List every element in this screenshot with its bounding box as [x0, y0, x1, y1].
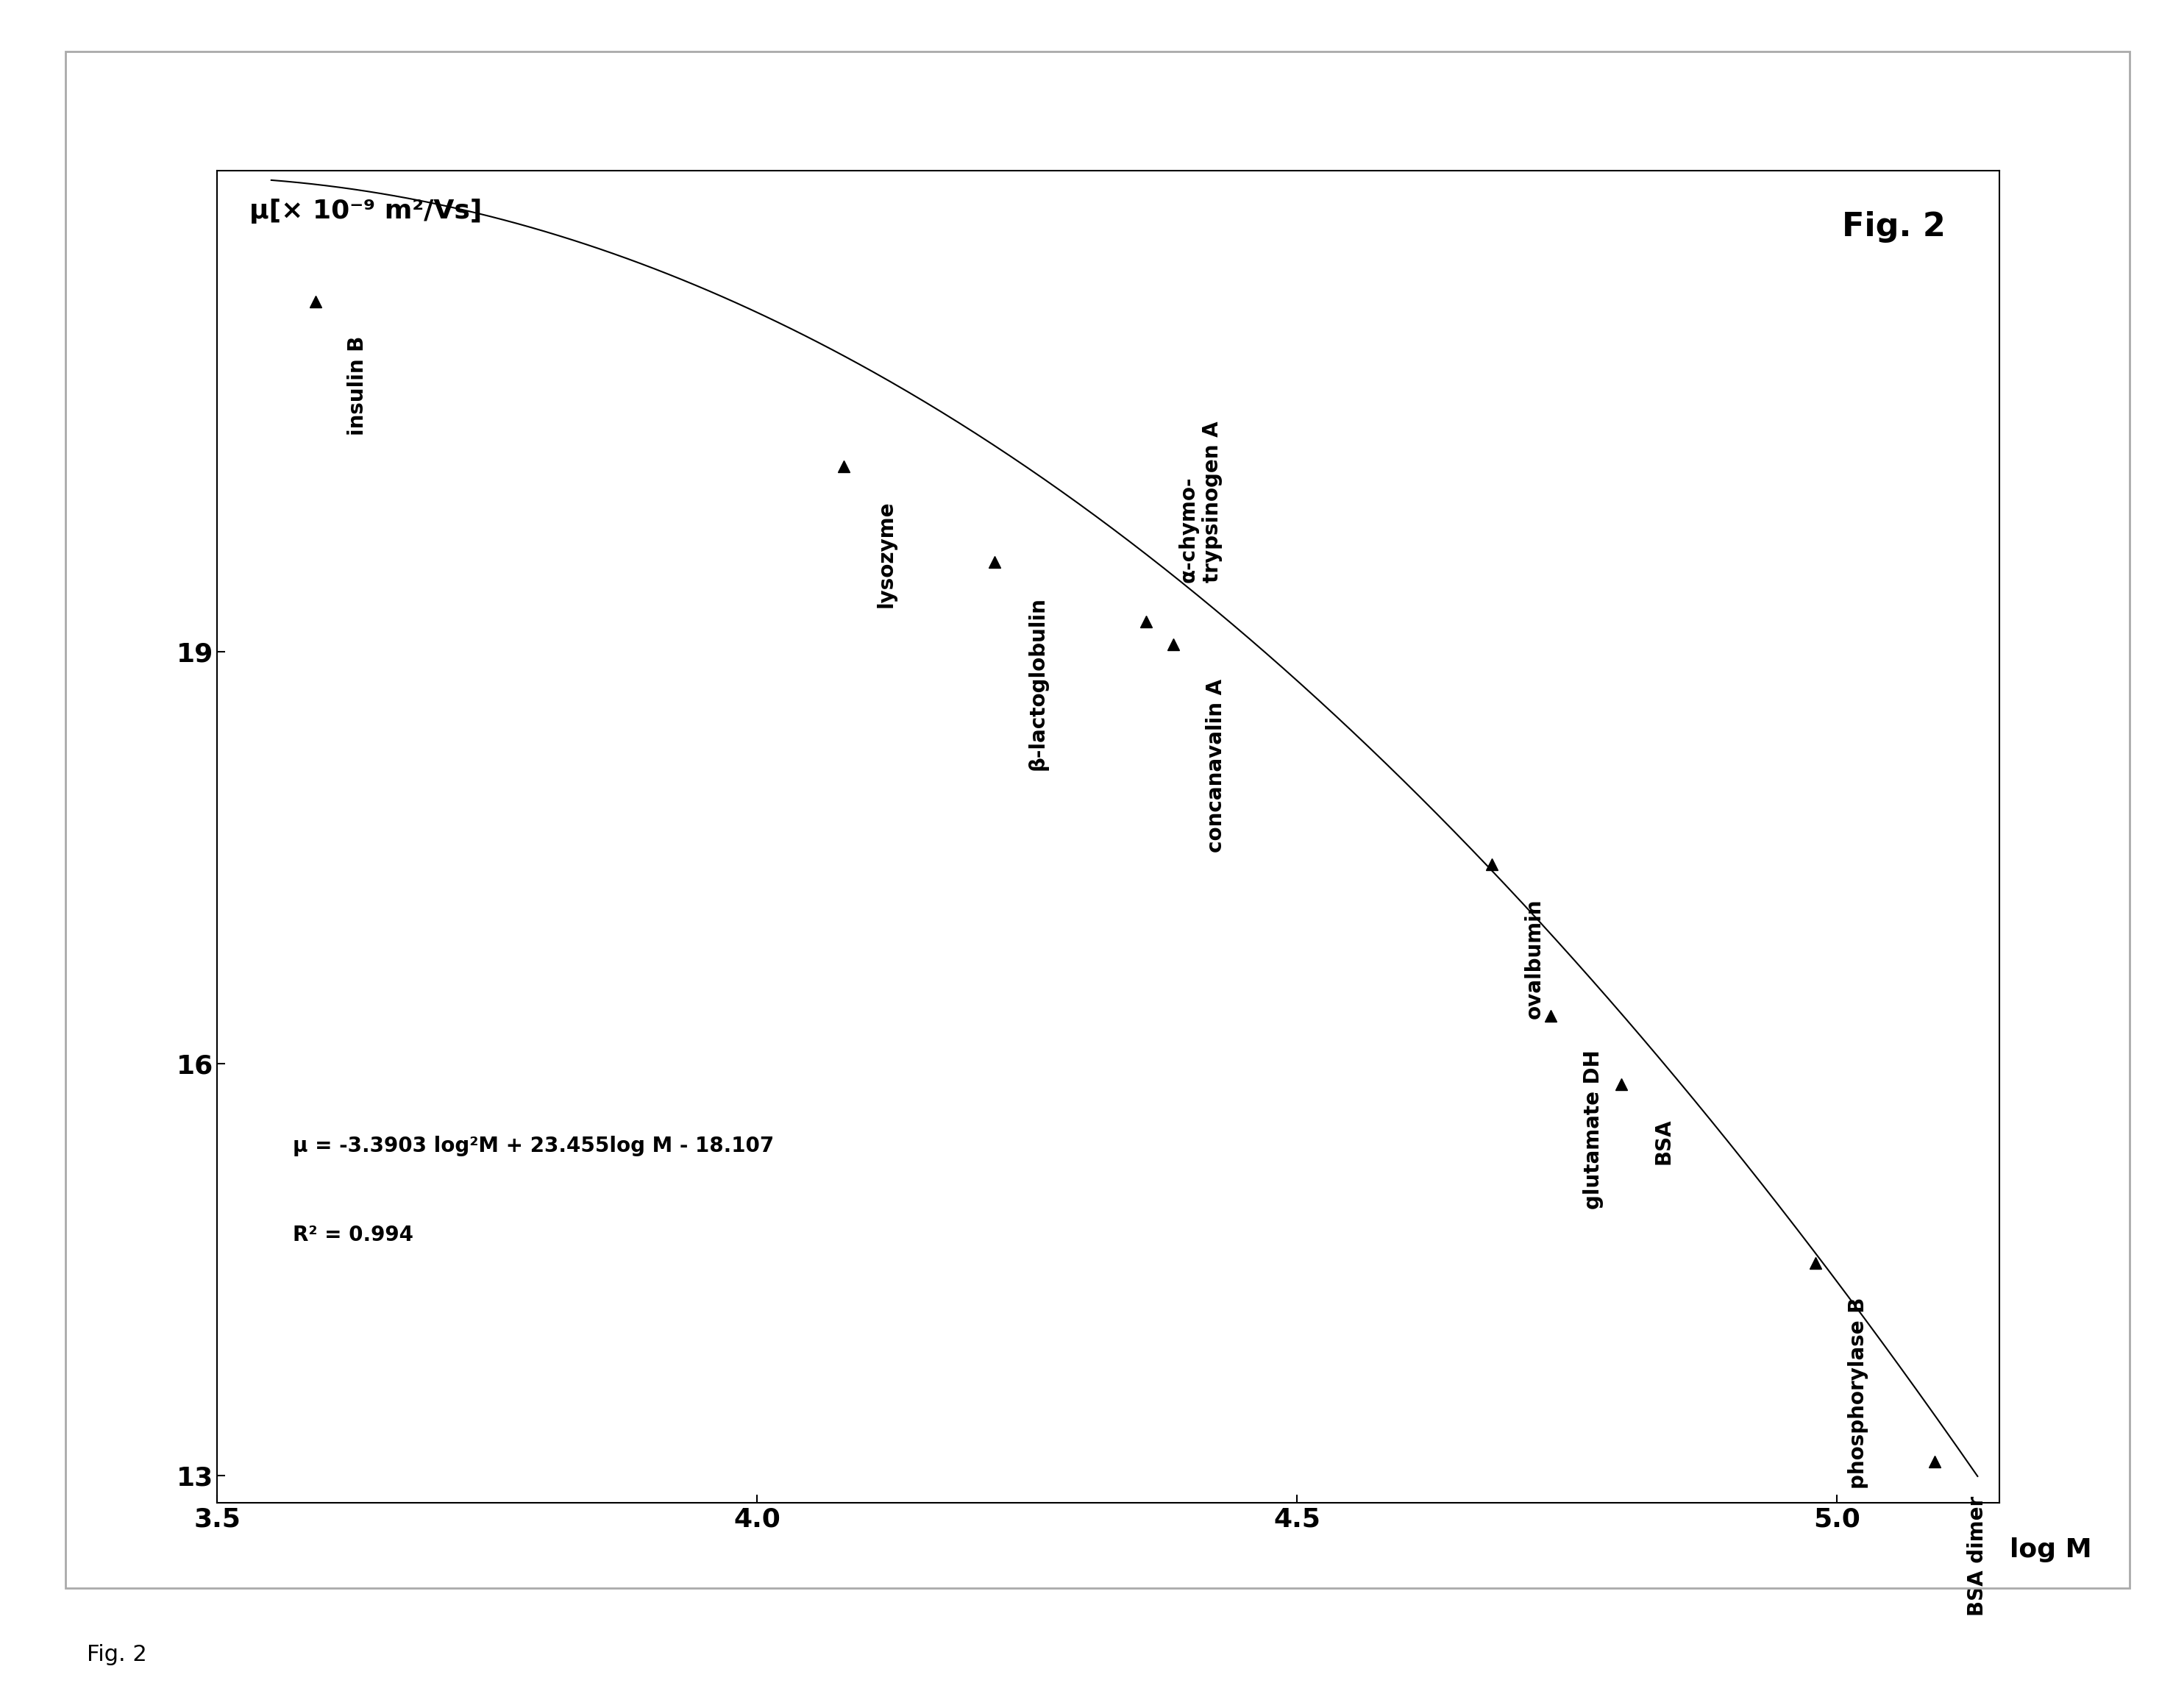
Text: μ = -3.3903 log²M + 23.455log M - 18.107: μ = -3.3903 log²M + 23.455log M - 18.107 [293, 1136, 774, 1156]
Text: Fig. 2: Fig. 2 [87, 1645, 148, 1665]
Text: log M: log M [2010, 1537, 2093, 1563]
Text: BSA dimer: BSA dimer [1967, 1496, 1988, 1616]
Text: R² = 0.994: R² = 0.994 [293, 1225, 413, 1245]
Text: α-chymo-
trypsinogen A: α-chymo- trypsinogen A [1178, 422, 1223, 582]
Text: Fig. 2: Fig. 2 [1843, 210, 1945, 243]
Text: insulin B: insulin B [348, 335, 367, 436]
Text: phosphorylase B: phosphorylase B [1847, 1296, 1869, 1489]
Text: glutamate DH: glutamate DH [1584, 1050, 1604, 1209]
Text: lysozyme: lysozyme [876, 500, 897, 608]
Text: β-lactoglobulin: β-lactoglobulin [1028, 596, 1047, 770]
Text: BSA: BSA [1654, 1119, 1673, 1165]
Text: concanavalin A: concanavalin A [1206, 680, 1226, 852]
Text: μ[× 10⁻⁹ m²/Vs]: μ[× 10⁻⁹ m²/Vs] [250, 198, 482, 224]
Text: ovalbumin: ovalbumin [1523, 898, 1545, 1020]
